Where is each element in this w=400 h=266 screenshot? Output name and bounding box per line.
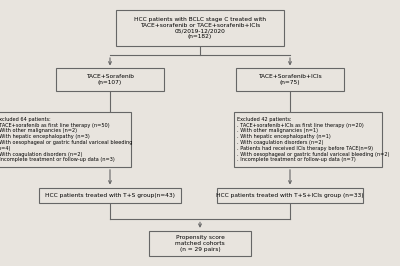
Text: TACE+Sorafenib
(n=107): TACE+Sorafenib (n=107) [86,74,134,85]
Text: Excluded 64 patients:
. TACE+sorafenib as first line therapy (n=50)
. With other: Excluded 64 patients: . TACE+sorafenib a… [0,117,132,163]
FancyBboxPatch shape [149,231,251,256]
FancyBboxPatch shape [236,69,344,91]
Text: HCC patients with BCLC stage C treated with
TACE+sorafenib or TACE+sorafenib+ICI: HCC patients with BCLC stage C treated w… [134,17,266,39]
FancyBboxPatch shape [116,10,284,46]
Text: HCC patients treated with T+S group(n=43): HCC patients treated with T+S group(n=43… [45,193,175,198]
Text: TACE+Sorafenib+ICIs
(n=75): TACE+Sorafenib+ICIs (n=75) [258,74,322,85]
Text: Propensity score
matched cohorts
(n = 29 pairs): Propensity score matched cohorts (n = 29… [175,235,225,252]
FancyBboxPatch shape [217,188,363,203]
Text: Excluded 42 patients:
. TACE+sorafenib+ICIs as first line therapy (n=20)
. With : Excluded 42 patients: . TACE+sorafenib+I… [237,117,390,163]
Text: HCC patients treated with T+S+ICIs group (n=33): HCC patients treated with T+S+ICIs group… [216,193,364,198]
FancyBboxPatch shape [56,69,164,91]
FancyBboxPatch shape [0,112,131,167]
FancyBboxPatch shape [39,188,181,203]
FancyBboxPatch shape [234,112,382,167]
